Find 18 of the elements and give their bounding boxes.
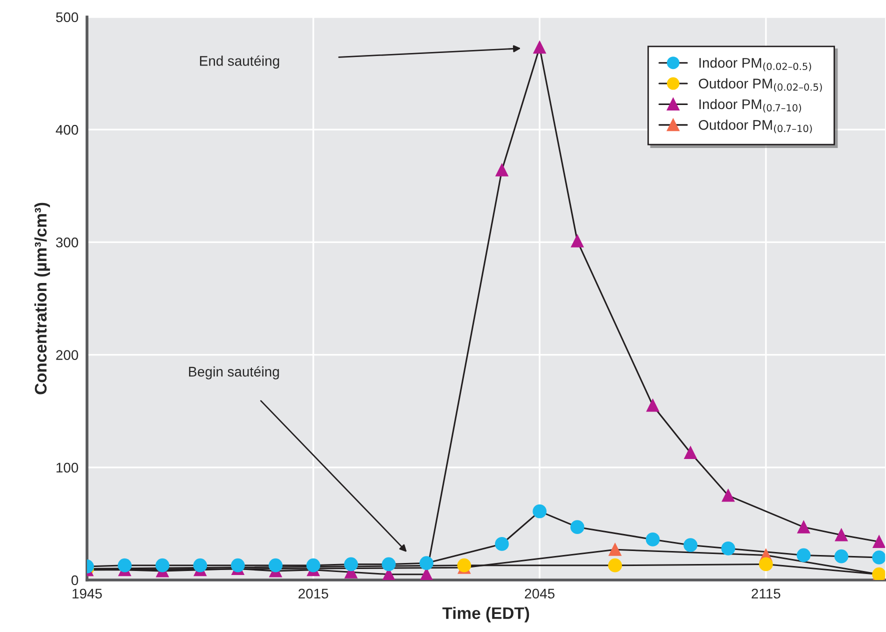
y-tick-label: 400 xyxy=(56,124,78,135)
y-tick-label: 300 xyxy=(56,238,78,248)
y-axis-title: Concentration (µm³/cm³) xyxy=(34,202,50,394)
legend-label: Outdoor PM$_{(0.02–0.5)}$ xyxy=(698,78,822,92)
annotation: Begin sautéing xyxy=(189,366,279,380)
x-tick-label: 2015 xyxy=(298,588,328,599)
y-tick-label: 200 xyxy=(56,350,78,360)
x-tick-label: 2045 xyxy=(524,588,554,599)
y-tick-label: 500 xyxy=(56,12,78,22)
annotation: End sautéing xyxy=(200,55,280,69)
y-tick-label: 100 xyxy=(56,462,78,473)
legend-label: Indoor PM$_{(0.7–10)}$ xyxy=(699,98,802,113)
x-axis-title: Time (EDT) xyxy=(442,606,530,622)
x-tick-label: 2115 xyxy=(752,588,780,599)
legend-label: Outdoor PM$_{(0.7–10)}$ xyxy=(698,120,812,134)
y-tick-label: 0 xyxy=(71,575,78,586)
x-tick-label: 1945 xyxy=(72,588,102,599)
legend-label: Indoor PM$_{(0.02–0.5)}$ xyxy=(699,58,812,72)
